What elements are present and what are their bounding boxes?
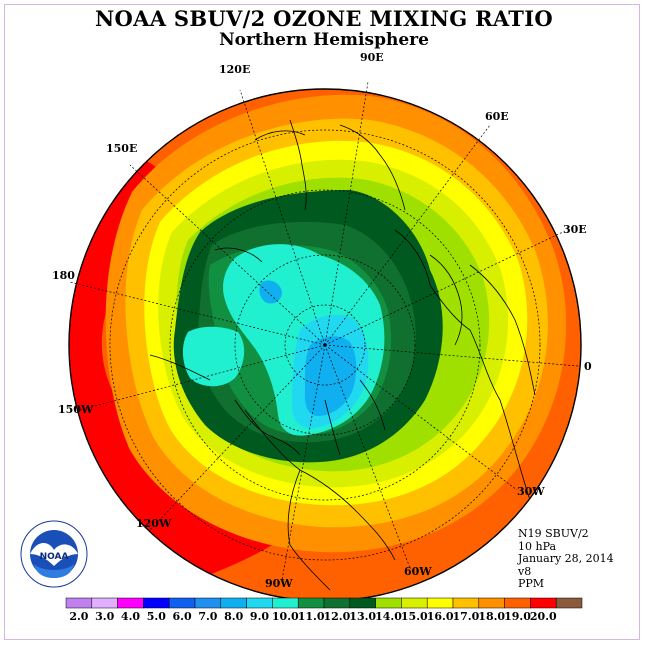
colorbar-swatch (117, 597, 144, 609)
colorbar-swatch (349, 597, 376, 609)
lon-label-60w: 60W (404, 565, 432, 578)
colorbar-tick-label: 7.0 (198, 610, 217, 623)
info-date: January 28, 2014 (518, 552, 614, 565)
colorbar-tick-label: 12.0 (324, 610, 351, 623)
colorbar-swatch (143, 597, 170, 609)
info-pressure: 10 hPa (518, 539, 557, 553)
contour-6-7 (304, 336, 357, 416)
info-version: v8 (518, 564, 532, 578)
colorbar (65, 597, 583, 609)
page-frame (4, 4, 640, 640)
colorbar-tick-label: 5.0 (147, 610, 166, 623)
colorbar-tick-label: 3.0 (95, 610, 114, 623)
colorbar-tick-label: 17.0 (453, 610, 480, 623)
colorbar-swatch (530, 597, 557, 609)
lon-label-120w: 120W (136, 517, 172, 530)
colorbar-tick-label: 15.0 (401, 610, 428, 623)
logo-text: NOAA (40, 552, 69, 562)
colorbar-tick-label: 18.0 (478, 610, 505, 623)
colorbar-tick-label: 20.0 (530, 610, 557, 623)
lon-label-0: 0 (584, 360, 592, 373)
colorbar-tick-label: 19.0 (504, 610, 531, 623)
info-units: PPM (518, 577, 545, 590)
lon-label-120e: 120E (219, 63, 250, 76)
colorbar-swatch (194, 597, 222, 609)
colorbar-tick-label: 10.0 (272, 610, 299, 623)
colorbar-swatch (478, 597, 505, 609)
colorbar-tick-label: 8.0 (224, 610, 243, 623)
lon-label-90w: 90W (265, 577, 293, 590)
colorbar-swatch (246, 597, 273, 609)
map-subtitle: Northern Hemisphere (219, 30, 429, 50)
colorbar-swatch (297, 597, 325, 609)
colorbar-swatch (452, 597, 480, 609)
longitude-labels: 90E 60E 30E 0 30W 60W 90W 120W 150W 180 … (52, 51, 592, 590)
lon-label-30e: 30E (563, 223, 587, 236)
colorbar-swatch (375, 597, 402, 609)
colorbar-tick-label: 13.0 (349, 610, 376, 623)
contour-6-7-small (259, 280, 282, 304)
ozone-field (69, 89, 581, 601)
lon-label-90e: 90E (360, 51, 384, 64)
colorbar-swatch (401, 597, 428, 609)
info-instrument: N19 SBUV/2 (518, 527, 589, 540)
colorbar-swatch (220, 597, 247, 609)
colorbar-tick-label: 4.0 (121, 610, 140, 623)
lon-label-150e: 150E (106, 142, 137, 155)
colorbar-swatch (323, 597, 351, 609)
info-block: N19 SBUV/2 10 hPa January 28, 2014 v8 PP… (518, 527, 614, 591)
lon-label-60e: 60E (485, 110, 509, 123)
colorbar-swatch (504, 597, 531, 609)
colorbar-swatch (65, 597, 93, 609)
map-title: NOAA SBUV/2 OZONE MIXING RATIO (95, 6, 553, 31)
colorbar-tick-label: 14.0 (375, 610, 402, 623)
colorbar-tick-label: 16.0 (427, 610, 454, 623)
contour-8-9-west (182, 326, 245, 387)
lon-label-30w: 30W (517, 485, 545, 498)
colorbar-tick-label: 11.0 (298, 610, 325, 623)
colorbar-swatch (272, 597, 299, 609)
lon-label-180: 180 (52, 269, 75, 282)
noaa-logo: NOAA (20, 520, 88, 588)
colorbar-swatch (91, 597, 118, 609)
colorbar-tick-label: 9.0 (250, 610, 269, 623)
colorbar-tick-label: 6.0 (173, 610, 192, 623)
colorbar-swatch (426, 597, 454, 609)
colorbar-tick-label: 2.0 (69, 610, 88, 623)
colorbar-swatch (168, 597, 196, 609)
colorbar-labels: 2.0 3.0 4.0 5.0 6.0 7.0 8.0 9.0 10.0 11.0 12.0 13.0… (69, 610, 557, 623)
colorbar-swatch (555, 597, 583, 609)
lon-label-150w: 150W (58, 403, 94, 416)
graticule (69, 81, 579, 581)
